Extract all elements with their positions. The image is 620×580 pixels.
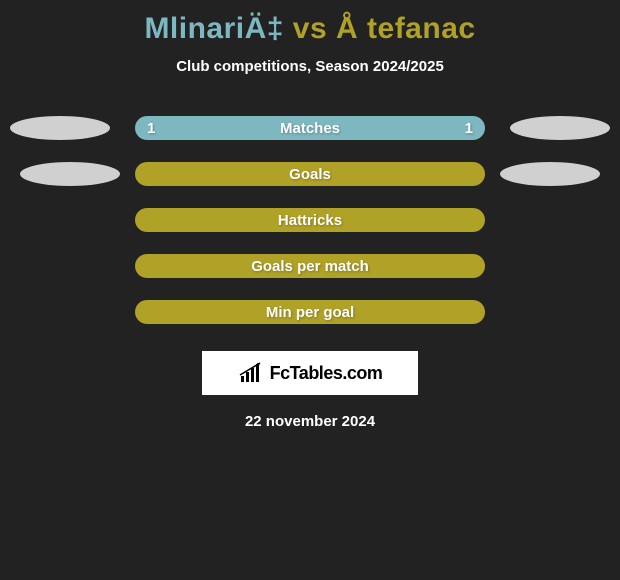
title-player2: Å tefanac: [336, 12, 476, 45]
stat-label: Goals: [289, 166, 331, 183]
stat-row-mpg: Min per goal: [0, 289, 620, 335]
subtitle: Club competitions, Season 2024/2025: [176, 58, 444, 75]
stat-row-matches: 1 Matches 1: [0, 105, 620, 151]
stat-pill: 1 Matches 1: [135, 116, 485, 140]
stat-pill: Hattricks: [135, 208, 485, 232]
stat-pill: Min per goal: [135, 300, 485, 324]
right-ellipse: [510, 116, 610, 140]
date-label: 22 november 2024: [245, 413, 375, 430]
title-vs: vs: [284, 12, 336, 45]
title-player1: MlinariÄ‡: [144, 12, 284, 45]
stat-label: Min per goal: [266, 304, 354, 321]
left-ellipse: [10, 116, 110, 140]
chart-icon: [238, 362, 264, 384]
stat-row-goals: Goals: [0, 151, 620, 197]
stat-row-gpm: Goals per match: [0, 243, 620, 289]
page-title: MlinariÄ‡ vs Å tefanac: [144, 12, 475, 46]
stat-label: Hattricks: [278, 212, 342, 229]
stat-pill: Goals: [135, 162, 485, 186]
stat-label: Goals per match: [251, 258, 369, 275]
left-ellipse: [20, 162, 120, 186]
logo-text: FcTables.com: [270, 363, 383, 384]
stat-right-value: 1: [465, 120, 473, 137]
stat-row-hattricks: Hattricks: [0, 197, 620, 243]
stat-pill: Goals per match: [135, 254, 485, 278]
comparison-card: MlinariÄ‡ vs Å tefanac Club competitions…: [0, 0, 620, 430]
stat-label: Matches: [280, 120, 340, 137]
logo-box[interactable]: FcTables.com: [202, 351, 418, 395]
right-ellipse: [500, 162, 600, 186]
stat-left-value: 1: [147, 120, 155, 137]
stats-rows: 1 Matches 1 Goals Hattricks Goals per ma…: [0, 105, 620, 335]
